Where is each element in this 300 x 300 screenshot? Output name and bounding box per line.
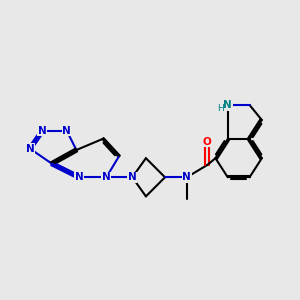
Text: N: N: [102, 172, 111, 182]
Text: N: N: [26, 144, 34, 154]
Text: N: N: [75, 172, 83, 182]
Text: O: O: [203, 137, 212, 147]
Text: H: H: [217, 104, 224, 113]
Text: N: N: [224, 100, 232, 110]
Text: N: N: [128, 172, 136, 182]
Text: N: N: [38, 126, 46, 136]
Text: N: N: [182, 172, 191, 182]
Text: N: N: [62, 126, 71, 136]
